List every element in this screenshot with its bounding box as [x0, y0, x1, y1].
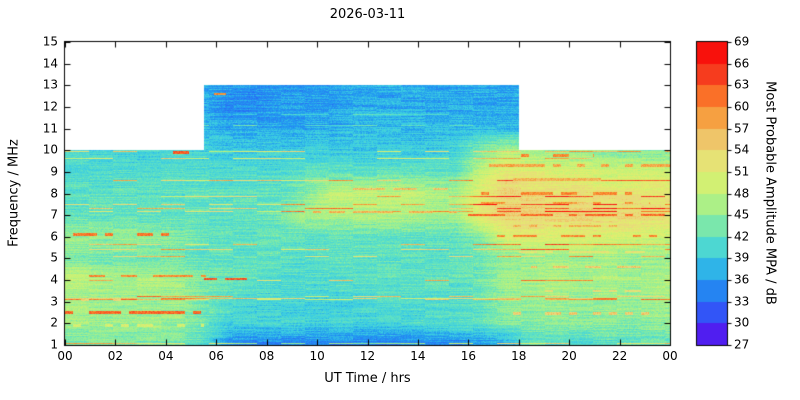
x-tick-label: 00	[57, 349, 73, 363]
x-tick-label: 20	[561, 349, 577, 363]
colorbar-tick-label: 27	[734, 337, 750, 352]
y-tick-label: 2	[50, 315, 58, 330]
colorbar-tick-label: 66	[734, 56, 750, 71]
colorbar-label: Most Probable Amplitude MPA / dB	[762, 81, 778, 305]
colorbar-tick-label: 69	[734, 34, 750, 49]
colorbar-tick-label: 36	[734, 272, 750, 287]
colorbar-tick-label: 48	[734, 186, 750, 200]
colorbar-tick-label: 42	[734, 229, 750, 244]
x-tick-label: 12	[359, 349, 376, 363]
y-tick-label: 9	[50, 164, 58, 179]
colorbar-tick-label: 54	[734, 142, 750, 157]
y-tick-label: 8	[50, 186, 58, 200]
x-axis-label: UT Time / hrs	[324, 371, 411, 386]
colorbar-tick-label: 51	[734, 164, 750, 179]
colorbar-tick-label: 30	[734, 315, 750, 330]
x-tick-label: 00	[662, 349, 678, 363]
y-tick-label: 14	[42, 56, 58, 71]
x-tick-label: 10	[309, 349, 325, 363]
y-tick-label: 15	[42, 34, 58, 49]
x-tick-label: 08	[259, 349, 275, 363]
x-tick-label: 14	[410, 349, 426, 363]
colorbar-tick-label: 39	[734, 250, 750, 265]
y-tick-label: 1	[50, 337, 58, 352]
y-tick-label: 10	[42, 142, 58, 157]
y-tick-label: 12	[42, 99, 58, 114]
y-tick-label: 11	[42, 121, 58, 136]
y-tick-label: 5	[50, 250, 58, 265]
y-tick-label: 13	[42, 77, 58, 92]
colorbar-tick-label: 45	[734, 207, 750, 222]
x-tick-label: 04	[158, 349, 174, 363]
chart-title: 2026-03-11	[329, 7, 406, 22]
y-tick-label: 7	[50, 207, 58, 222]
y-tick-label: 4	[50, 272, 58, 287]
colorbar-tick-label: 57	[734, 121, 750, 136]
y-tick-label: 3	[50, 294, 58, 309]
y-axis-label: Frequency / MHz	[6, 139, 22, 247]
x-tick-label: 06	[208, 349, 224, 363]
x-tick-label: 16	[460, 349, 476, 363]
y-tick-label: 6	[50, 229, 58, 244]
x-tick-label: 02	[107, 349, 124, 363]
colorbar-tick-label: 63	[734, 77, 750, 92]
colorbar-tick-label: 33	[734, 294, 750, 309]
colorbar-tick-label: 60	[734, 99, 750, 114]
x-tick-label: 18	[511, 349, 527, 363]
x-tick-label: 22	[611, 349, 628, 363]
